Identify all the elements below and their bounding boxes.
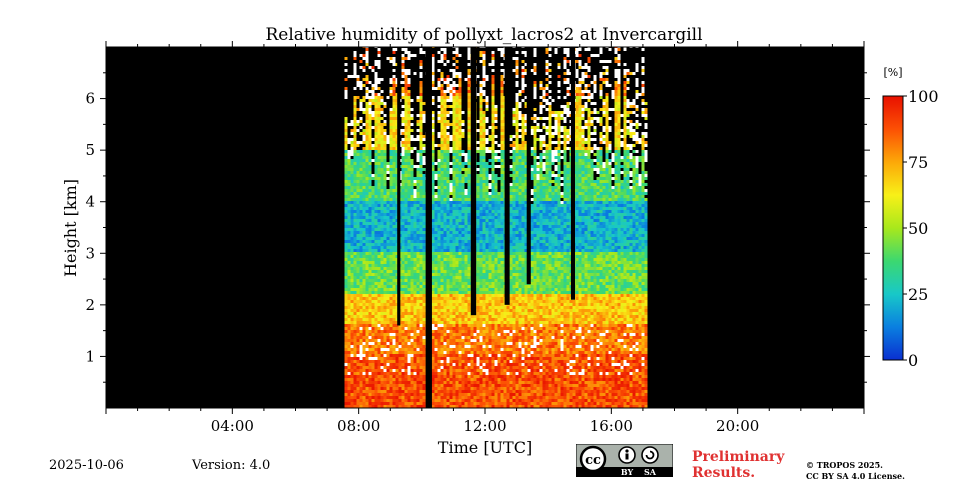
colorbar-tick-label: 0: [908, 351, 918, 370]
colorbar-unit: [%]: [883, 66, 902, 79]
y-tick-label: 5: [85, 141, 95, 159]
preliminary-line1: Preliminary: [692, 449, 784, 465]
x-tick-label: 12:00: [463, 417, 506, 435]
y-tick-label: 3: [85, 244, 95, 262]
copyright-line1: © TROPOS 2025.: [806, 460, 905, 471]
colorbar-tick-label: 50: [908, 219, 928, 238]
data-gap: [527, 47, 531, 284]
plot-area: [106, 45, 864, 408]
cc-icon: cc: [585, 453, 601, 468]
colorbar-tick-label: 25: [908, 285, 928, 304]
y-tick-label: 1: [85, 347, 95, 365]
data-gap: [571, 47, 575, 300]
colorbar-gradient: [883, 96, 903, 360]
colorbar-tick-label: 75: [908, 153, 928, 172]
y-tick-label: 2: [85, 296, 95, 314]
cc-by-sa-badge: cc BY SA: [576, 444, 673, 477]
y-tick-label: 6: [85, 90, 95, 108]
sa-icon: [642, 447, 658, 463]
x-tick-label: 20:00: [716, 417, 759, 435]
colorbar: 0 25 50 75 100 [%]: [883, 66, 939, 370]
sa-label: SA: [644, 467, 657, 477]
x-axis-label: Time [UTC]: [438, 438, 532, 457]
by-label: BY: [621, 467, 634, 477]
data-gap: [471, 47, 476, 315]
version-label: Version: 4.0: [192, 458, 270, 473]
preliminary-line2: Results.: [692, 465, 784, 481]
data-gap: [426, 47, 432, 408]
preliminary-results-note: Preliminary Results.: [692, 449, 784, 481]
y-axis-label: Height [km]: [61, 179, 80, 277]
y-tick-label: 4: [85, 193, 95, 211]
x-tick-label: 16:00: [590, 417, 633, 435]
copyright-note: © TROPOS 2025. CC BY SA 4.0 License.: [806, 460, 905, 482]
x-tick-label: 04:00: [211, 417, 254, 435]
copyright-line2: CC BY SA 4.0 License.: [806, 471, 905, 482]
date-label: 2025-10-06: [49, 458, 124, 473]
colorbar-tick-label: 100: [908, 87, 939, 106]
data-gap: [505, 47, 510, 305]
x-tick-label: 08:00: [337, 417, 380, 435]
data-gap: [397, 47, 400, 325]
